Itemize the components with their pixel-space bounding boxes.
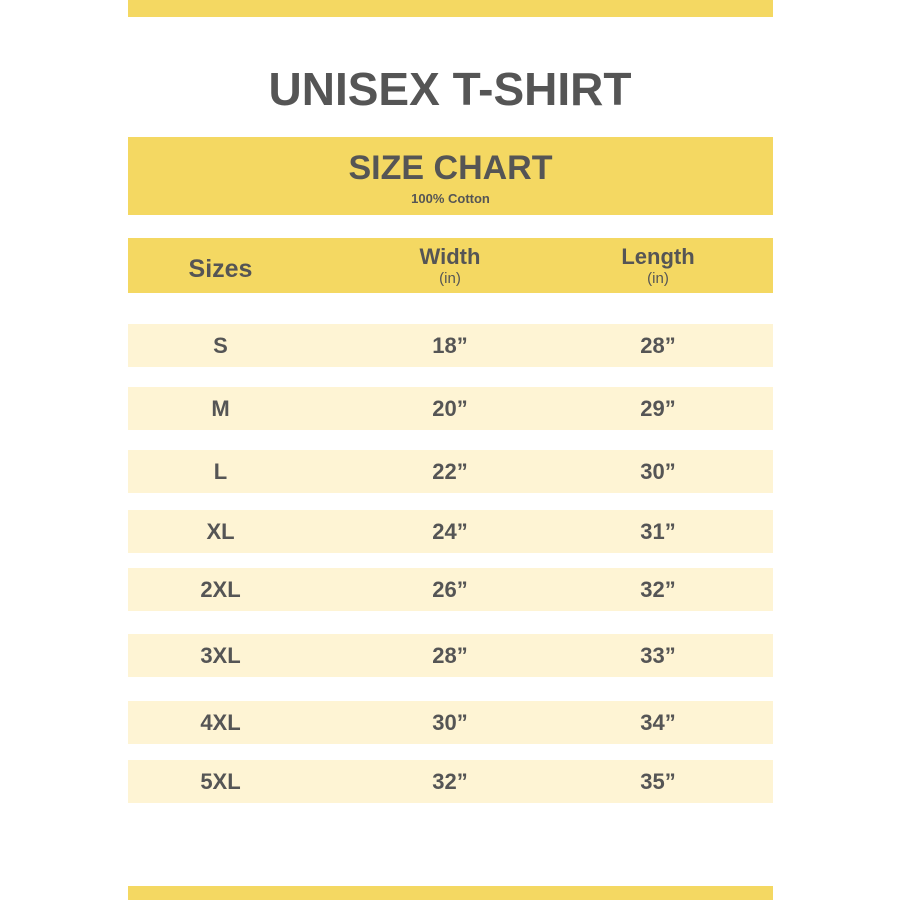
table-row: S 18” 28”	[128, 324, 773, 367]
cell-length: 35”	[640, 769, 676, 794]
table-row: M 20” 29”	[128, 387, 773, 430]
cell-size: S	[213, 333, 228, 358]
header-width-label: Width	[419, 244, 481, 269]
table-row: 2XL 26” 32”	[128, 568, 773, 611]
table-row: L 22” 30”	[128, 450, 773, 493]
cell-length: 33”	[640, 643, 676, 668]
cell-size: 5XL	[200, 769, 241, 794]
table-row: 5XL 32” 35”	[128, 760, 773, 803]
page-title: UNISEX T-SHIRT	[268, 63, 632, 115]
header-width-unit: (in)	[439, 270, 461, 287]
cell-width: 32”	[432, 769, 468, 794]
banner-subheading: 100% Cotton	[411, 191, 490, 206]
cell-width: 22”	[432, 459, 468, 484]
cell-width: 18”	[432, 333, 468, 358]
cell-length: 29”	[640, 396, 676, 421]
top-decorative-bar	[128, 0, 773, 17]
header-length: Length (in)	[598, 244, 718, 287]
table-row: XL 24” 31”	[128, 510, 773, 553]
cell-length: 30”	[640, 459, 676, 484]
cell-size: XL	[206, 519, 235, 544]
table-row: 4XL 30” 34”	[128, 701, 773, 744]
header-length-unit: (in)	[647, 270, 669, 287]
bottom-decorative-bar	[128, 886, 773, 900]
cell-width: 20”	[432, 396, 468, 421]
cell-size: 4XL	[200, 710, 241, 735]
cell-width: 28”	[432, 643, 468, 668]
cell-size: 3XL	[200, 643, 241, 668]
cell-width: 30”	[432, 710, 468, 735]
table-row: 3XL 28” 33”	[128, 634, 773, 677]
header-length-label: Length	[621, 244, 695, 269]
cell-length: 32”	[640, 577, 676, 602]
size-chart-banner: SIZE CHART 100% Cotton	[128, 137, 773, 215]
cell-width: 26”	[432, 577, 468, 602]
cell-length: 31”	[640, 519, 676, 544]
cell-length: 28”	[640, 333, 676, 358]
cell-size: L	[213, 459, 228, 484]
cell-size: M	[211, 396, 230, 421]
cell-width: 24”	[432, 519, 468, 544]
cell-size: 2XL	[200, 577, 241, 602]
table-header: Sizes Width (in) Length (in)	[128, 238, 773, 293]
cell-length: 34”	[640, 710, 676, 735]
header-sizes: Sizes	[188, 255, 253, 283]
header-width: Width (in)	[390, 244, 510, 287]
banner-heading: SIZE CHART	[348, 149, 553, 187]
